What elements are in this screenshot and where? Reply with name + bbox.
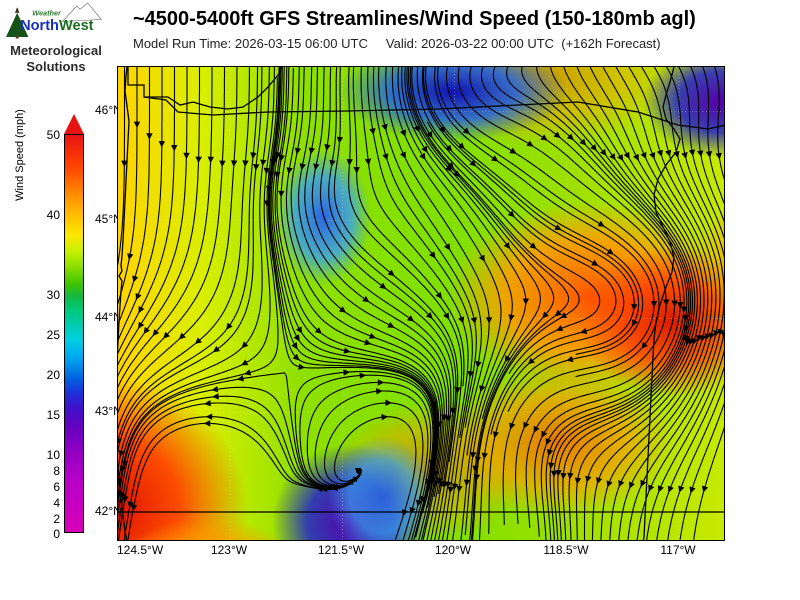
svg-text:NorthWest: NorthWest <box>20 18 94 34</box>
svg-text:Weather: Weather <box>32 9 62 18</box>
